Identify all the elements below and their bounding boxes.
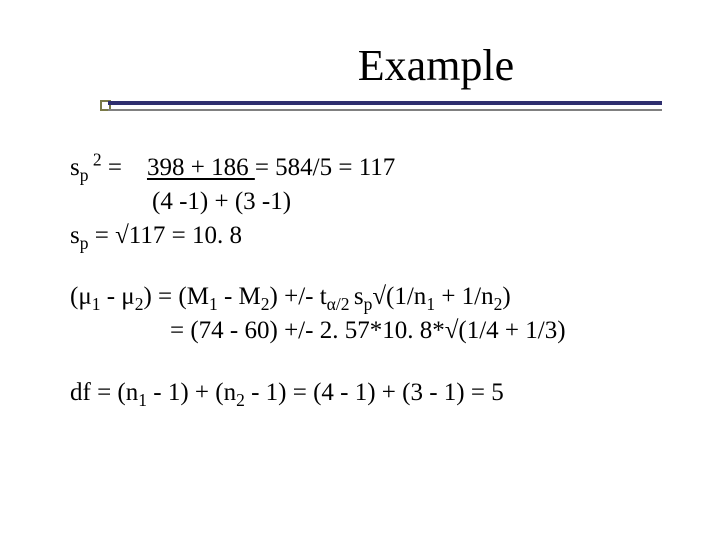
slide: Example sp 2 = 398 + 186 = 584/5 = 117 (… [0, 0, 720, 540]
numerator: 398 + 186 [147, 154, 255, 181]
line-df: df = (n1 - 1) + (n2 - 1) = (4 - 1) + (3 … [70, 376, 672, 410]
df-a: df = (n [70, 379, 138, 406]
title-rule [60, 101, 672, 115]
sup-2: 2 [88, 150, 101, 170]
rule-line-top [108, 101, 662, 105]
df-s1: 1 [138, 390, 147, 410]
ci-s5: α/2 [327, 294, 354, 314]
ci-a: (μ [70, 283, 92, 310]
ci-s4: 2 [261, 294, 270, 314]
sym-s: s [70, 154, 80, 181]
sym-s2: s [70, 222, 80, 249]
ci-d: - M [218, 283, 261, 310]
ci-b: - μ [100, 283, 134, 310]
df-b: - 1) + (n [147, 379, 236, 406]
line-denominator: (4 -1) + (3 -1) [70, 185, 672, 219]
formula-block-df: df = (n1 - 1) + (n2 - 1) = (4 - 1) + (3 … [70, 376, 672, 410]
content: sp 2 = 398 + 186 = 584/5 = 117 (4 -1) + … [60, 151, 672, 410]
df-s2: 2 [236, 390, 245, 410]
line1-rest: = 584/5 = 117 [255, 154, 395, 181]
eq-sign: = [102, 154, 147, 181]
df-c: - 1) = (4 - 1) + (3 - 1) = 5 [245, 379, 504, 406]
line-ci-formula: (μ1 - μ2) = (M1 - M2) +/- tα/2 sp√(1/n1 … [70, 280, 672, 314]
slide-title: Example [200, 40, 672, 91]
ci-g: √(1/n [372, 283, 426, 310]
ci-e: ) +/- t [270, 283, 327, 310]
title-block: Example [60, 40, 672, 91]
line-ci-values: = (74 - 60) +/- 2. 57*10. 8*√(1/4 + 1/3) [70, 314, 672, 348]
ci-c: ) = (M [143, 283, 208, 310]
ci-f: s [354, 283, 364, 310]
ci-s3: 1 [209, 294, 218, 314]
formula-block-sp2: sp 2 = 398 + 186 = 584/5 = 117 (4 -1) + … [70, 151, 672, 252]
ci-h: + 1/n [435, 283, 494, 310]
ci-i: ) [502, 283, 510, 310]
rule-line-bottom [108, 109, 662, 111]
formula-block-ci: (μ1 - μ2) = (M1 - M2) +/- tα/2 sp√(1/n1 … [70, 280, 672, 348]
ci-s6: p [364, 294, 373, 314]
ci-s7: 1 [426, 294, 435, 314]
line-sp2: sp 2 = 398 + 186 = 584/5 = 117 [70, 151, 672, 185]
line3-rest: = √117 = 10. 8 [88, 222, 242, 249]
line-sp: sp = √117 = 10. 8 [70, 219, 672, 253]
